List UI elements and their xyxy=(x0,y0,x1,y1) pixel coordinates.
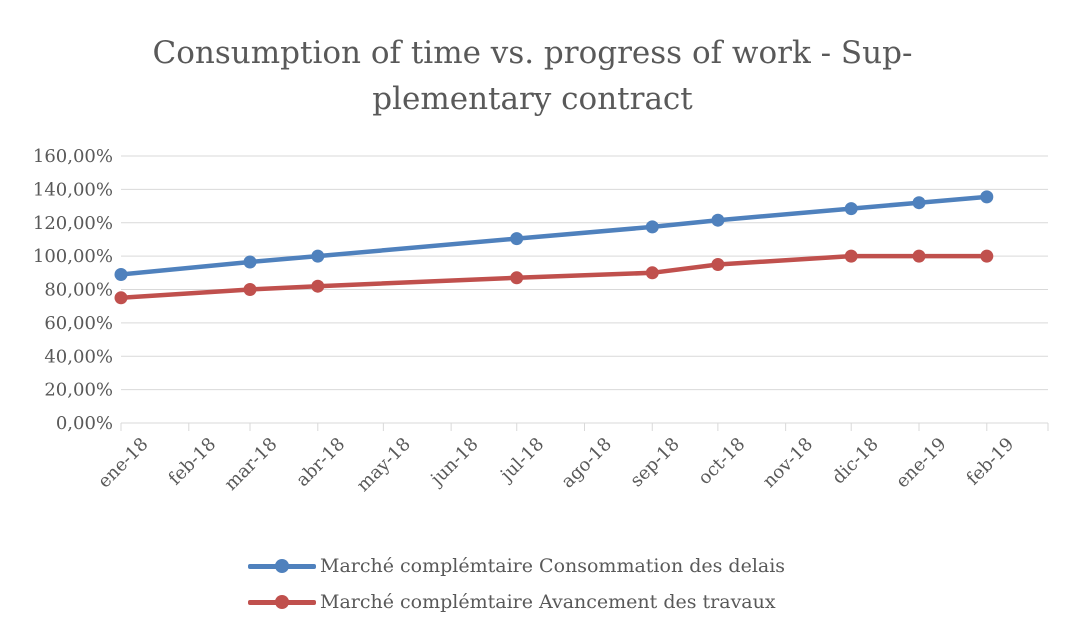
y-tick-label: 120,00% xyxy=(33,213,113,234)
y-tick-label: 60,00% xyxy=(44,313,113,334)
series-0-point xyxy=(510,232,524,246)
x-tick-label: sep-18 xyxy=(626,434,684,492)
line-chart: 0,00% 20,00% 40,00% 60,00% 80,00% 100,00% 120,… xyxy=(33,146,1049,496)
series-0-point xyxy=(311,249,325,263)
y-tick-label: 160,00% xyxy=(33,146,113,167)
series-group xyxy=(114,190,994,305)
x-axis xyxy=(120,422,1049,431)
series-0-point xyxy=(711,213,725,227)
series-1-point xyxy=(311,279,325,293)
series-1-point xyxy=(912,249,926,263)
y-tick-label: 20,00% xyxy=(44,380,113,401)
gridlines xyxy=(121,155,1048,391)
series-0-point xyxy=(980,190,994,204)
series-1-point xyxy=(980,249,994,263)
series-0-point xyxy=(912,196,926,210)
legend-swatch-delais xyxy=(248,559,316,573)
x-tick-label: oct-18 xyxy=(694,434,749,489)
x-tick-label: ago-18 xyxy=(557,434,616,493)
x-tick-label: ene-18 xyxy=(94,434,153,493)
y-tick-label: 80,00% xyxy=(44,280,113,301)
legend-label-travaux: Marché complémtaire Avancement des trava… xyxy=(320,591,776,613)
x-tick-label: dic-18 xyxy=(828,434,883,489)
legend-swatch-travaux xyxy=(248,595,316,609)
series-0-point xyxy=(243,255,257,269)
series-0-point xyxy=(114,268,128,281)
legend: Marché complémtaire Consommation des del… xyxy=(248,548,785,620)
legend-label-delais: Marché complémtaire Consommation des del… xyxy=(320,555,786,577)
y-tick-label: 100,00% xyxy=(33,246,113,267)
y-axis-tick-labels: 0,00% 20,00% 40,00% 60,00% 80,00% 100,00% 120,… xyxy=(33,146,113,434)
chart-title-line-1: Consumption of time vs. progress of work… xyxy=(152,35,913,71)
series-1-point xyxy=(510,271,524,285)
legend-item-travaux: Marché complémtaire Avancement des trava… xyxy=(248,584,785,620)
y-tick-label: 40,00% xyxy=(44,346,113,367)
chart-title: Consumption of time vs. progress of work… xyxy=(0,30,1065,122)
x-tick-label: jul-18 xyxy=(495,434,548,487)
series-1-point xyxy=(844,249,858,263)
x-tick-label: jun-18 xyxy=(426,434,483,491)
y-tick-label: 140,00% xyxy=(33,179,113,200)
x-tick-label: mar-18 xyxy=(220,434,281,495)
y-tick-label: 0,00% xyxy=(56,413,113,434)
x-tick-label: may-18 xyxy=(353,434,415,496)
series-1-point xyxy=(243,283,257,296)
x-tick-label: nov-18 xyxy=(759,434,817,492)
chart-title-line-2: plementary contract xyxy=(372,81,693,117)
legend-item-delais: Marché complémtaire Consommation des del… xyxy=(248,548,785,584)
series-1-point xyxy=(645,266,659,280)
x-axis-tick-labels: ene-18 feb-18 mar-18 abr-18 may-18 jun-18 jul-… xyxy=(94,434,1018,496)
series-1-point xyxy=(711,258,725,271)
series-0-point xyxy=(844,202,858,216)
series-0-point xyxy=(645,220,659,234)
x-tick-label: abr-18 xyxy=(292,434,349,491)
x-tick-label: feb-19 xyxy=(963,434,1019,490)
series-1-point xyxy=(114,291,128,305)
x-tick-label: ene-19 xyxy=(892,434,951,493)
x-tick-label: feb-18 xyxy=(165,434,221,490)
